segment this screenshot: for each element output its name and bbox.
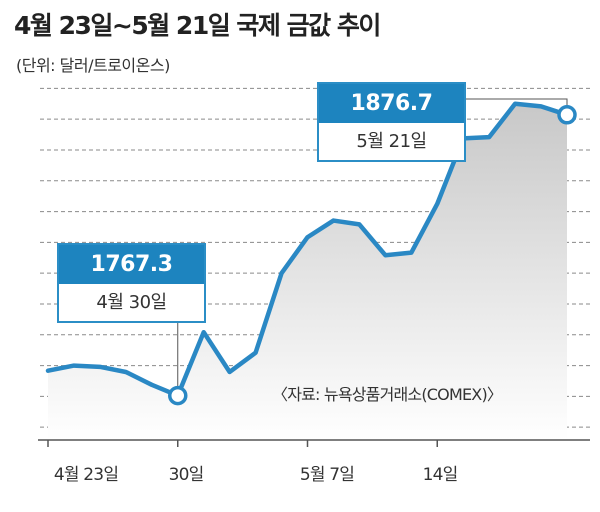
callout-value: 1767.3 — [59, 245, 204, 284]
x-tick-label: 30일 — [168, 465, 205, 485]
callout-may21: 1876.7 5월 21일 — [317, 82, 466, 162]
unit-label: (단위: 달러/트로이온스) — [16, 56, 170, 75]
x-tick-label: 14일 — [422, 465, 459, 485]
callout-date: 5월 21일 — [356, 131, 427, 152]
x-tick-label: 5월 7일 — [299, 465, 355, 485]
callout-date: 4월 30일 — [96, 292, 167, 313]
area-fill — [48, 103, 567, 441]
chart-title: 4월 23일~5월 21일 국제 금값 추이 — [14, 11, 381, 40]
callout-apr30: 1767.3 4월 30일 — [57, 243, 206, 323]
source-note: 〈자료: 뉴욕상품거래소(COMEX)〉 — [272, 385, 503, 404]
x-tick-label: 4월 23일 — [53, 465, 119, 485]
series-line — [45, 101, 570, 398]
area-shape — [48, 103, 567, 441]
x-axis — [38, 439, 590, 447]
highlight-marker — [557, 105, 577, 125]
highlight-points — [168, 98, 577, 406]
callout-value: 1876.7 — [319, 84, 464, 123]
highlight-marker — [168, 385, 188, 406]
leader-line — [463, 98, 568, 106]
price-line — [45, 101, 570, 398]
